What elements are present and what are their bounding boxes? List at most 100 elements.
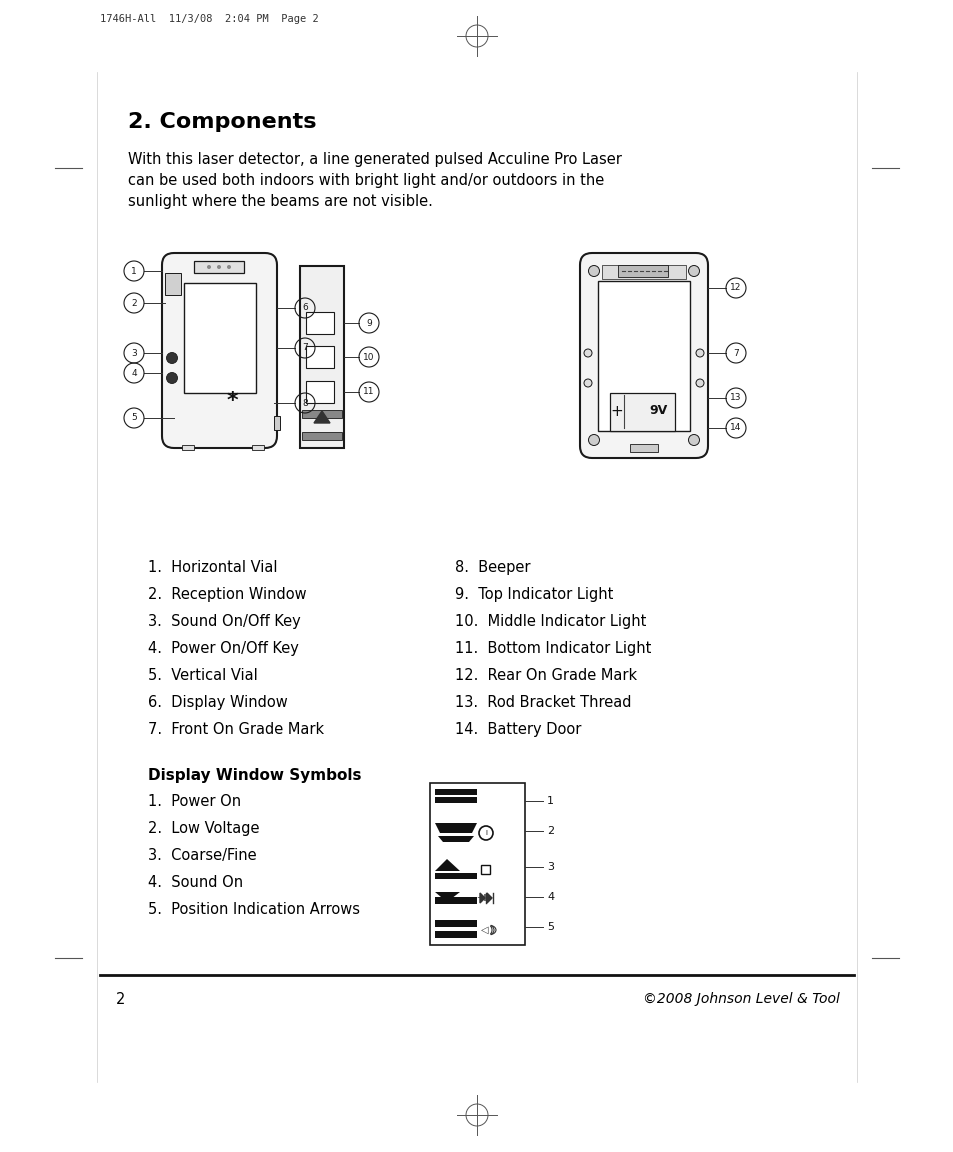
Bar	[184, 283, 255, 393]
Bar	[435, 920, 467, 927]
Text: 12: 12	[730, 283, 740, 293]
Text: 4.  Sound On: 4. Sound On	[148, 876, 243, 890]
Text: 2.  Reception Window: 2. Reception Window	[148, 588, 306, 602]
Circle shape	[583, 379, 592, 387]
Text: *: *	[226, 391, 237, 411]
Text: 7: 7	[732, 349, 739, 357]
Circle shape	[696, 379, 703, 387]
Circle shape	[207, 265, 211, 270]
Bar	[598, 281, 689, 431]
Text: 9.  Top Indicator Light: 9. Top Indicator Light	[455, 588, 613, 602]
Bar	[435, 931, 476, 938]
Text: 2: 2	[132, 298, 136, 308]
Text: 2: 2	[546, 826, 554, 836]
Circle shape	[696, 349, 703, 357]
Text: 5.  Vertical Vial: 5. Vertical Vial	[148, 668, 257, 683]
Text: 14.  Battery Door: 14. Battery Door	[455, 722, 580, 737]
Bar	[430, 783, 524, 945]
Text: 3: 3	[546, 862, 554, 872]
Text: Ⅰ: Ⅰ	[484, 829, 486, 836]
Bar	[302, 410, 341, 418]
Bar	[629, 444, 658, 452]
Circle shape	[167, 353, 177, 364]
Text: 4: 4	[132, 369, 136, 378]
Text: ◁: ◁	[480, 925, 488, 935]
Text: 5.  Position Indication Arrows: 5. Position Indication Arrows	[148, 902, 359, 917]
Text: 11.  Bottom Indicator Light: 11. Bottom Indicator Light	[455, 641, 651, 655]
Circle shape	[583, 349, 592, 357]
Text: 1.  Horizontal Vial: 1. Horizontal Vial	[148, 560, 277, 575]
Text: 5: 5	[131, 414, 136, 423]
Bar	[302, 432, 341, 440]
Text: 2.  Low Voltage: 2. Low Voltage	[148, 821, 259, 836]
Text: 2. Components: 2. Components	[128, 112, 316, 132]
Bar	[252, 445, 264, 450]
Bar	[618, 265, 667, 276]
Polygon shape	[435, 823, 476, 833]
Text: 9V: 9V	[649, 404, 667, 417]
Circle shape	[478, 826, 493, 840]
Text: 2: 2	[116, 992, 125, 1007]
Text: 8: 8	[302, 399, 308, 408]
Bar	[435, 920, 476, 927]
Circle shape	[167, 372, 177, 384]
Text: 4: 4	[546, 892, 554, 902]
Bar	[609, 393, 675, 431]
Polygon shape	[435, 859, 459, 871]
Bar	[306, 312, 334, 334]
Text: 1.  Power On: 1. Power On	[148, 794, 241, 809]
Circle shape	[588, 434, 598, 446]
Bar	[306, 381, 334, 403]
Polygon shape	[437, 836, 474, 842]
Text: 10.  Middle Indicator Light: 10. Middle Indicator Light	[455, 614, 646, 629]
FancyBboxPatch shape	[579, 253, 707, 458]
Text: With this laser detector, a line generated pulsed Acculine Pro Laser: With this laser detector, a line generat…	[128, 152, 621, 167]
Bar	[193, 262, 244, 273]
Polygon shape	[486, 893, 492, 903]
Text: 4.  Power On/Off Key: 4. Power On/Off Key	[148, 641, 298, 655]
Text: 12.  Rear On Grade Mark: 12. Rear On Grade Mark	[455, 668, 637, 683]
Text: 6: 6	[302, 303, 308, 312]
Circle shape	[216, 265, 221, 270]
Text: 7.  Front On Grade Mark: 7. Front On Grade Mark	[148, 722, 324, 737]
Text: Display Window Symbols: Display Window Symbols	[148, 768, 361, 783]
Text: 8.  Beeper: 8. Beeper	[455, 560, 530, 575]
Bar	[480, 865, 490, 874]
Text: sunlight where the beams are not visible.: sunlight where the beams are not visible…	[128, 194, 433, 209]
Circle shape	[588, 265, 598, 276]
Text: 13.  Rod Bracket Thread: 13. Rod Bracket Thread	[455, 695, 631, 710]
Text: 6.  Display Window: 6. Display Window	[148, 695, 288, 710]
Bar	[435, 789, 476, 795]
Text: 11: 11	[363, 387, 375, 396]
Text: 1: 1	[546, 796, 554, 806]
Bar	[435, 873, 476, 879]
Polygon shape	[314, 411, 330, 423]
Text: 3.  Coarse/Fine: 3. Coarse/Fine	[148, 848, 256, 863]
Text: 7: 7	[302, 343, 308, 353]
Bar	[299, 266, 344, 448]
Text: ⊣⊢: ⊣⊢	[476, 893, 493, 903]
Bar	[601, 265, 685, 279]
Text: 9: 9	[366, 318, 372, 327]
Circle shape	[688, 265, 699, 276]
Text: ©2008 Johnson Level & Tool: ©2008 Johnson Level & Tool	[642, 992, 840, 1006]
Text: 3.  Sound On/Off Key: 3. Sound On/Off Key	[148, 614, 300, 629]
FancyBboxPatch shape	[162, 253, 276, 448]
Bar	[182, 445, 193, 450]
Text: 5: 5	[546, 922, 554, 932]
Text: 10: 10	[363, 353, 375, 362]
Bar	[274, 416, 280, 430]
Text: 1746H-All  11/3/08  2:04 PM  Page 2: 1746H-All 11/3/08 2:04 PM Page 2	[100, 14, 318, 24]
Polygon shape	[479, 893, 484, 903]
Text: 13: 13	[729, 394, 741, 402]
Text: +: +	[610, 403, 622, 418]
Bar	[435, 897, 476, 904]
Text: 1: 1	[131, 266, 136, 275]
Text: 3: 3	[131, 349, 136, 357]
Circle shape	[688, 434, 699, 446]
Text: can be used both indoors with bright light and/or outdoors in the: can be used both indoors with bright lig…	[128, 173, 603, 188]
Bar	[165, 273, 181, 295]
Bar	[435, 797, 476, 803]
Text: 14: 14	[730, 424, 740, 432]
Polygon shape	[435, 892, 459, 902]
